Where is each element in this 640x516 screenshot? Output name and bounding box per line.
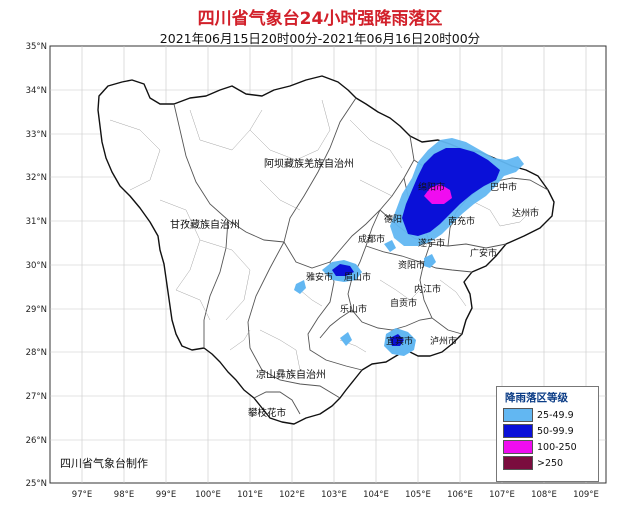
legend: 降雨落区等级 25-49.9 50-99.9 100-250 >250 <box>496 386 599 482</box>
legend-label: 100-250 <box>537 441 577 453</box>
legend-swatch <box>503 456 533 470</box>
lon-tick: 99°E <box>156 490 176 500</box>
lat-tick: 35°N <box>26 42 47 52</box>
rain-area-25-49.9 <box>340 332 352 346</box>
label-panzhihua: 攀枝花市 <box>248 407 287 419</box>
legend-item: 50-99.9 <box>497 423 598 439</box>
lon-tick: 101°E <box>237 490 263 500</box>
rain-area-25-49.9 <box>294 280 306 294</box>
map-subtitle: 2021年06月15日20时00分-2021年06月16日20时00分 <box>159 31 481 46</box>
label-yibin: 宜宾市 <box>386 335 413 347</box>
legend-item: 25-49.9 <box>497 407 598 423</box>
rainfall-areas <box>294 138 524 356</box>
lat-tick: 31°N <box>26 217 47 227</box>
lon-tick: 103°E <box>321 490 347 500</box>
label-suining: 遂宁市 <box>418 237 445 249</box>
label-zigong: 自贡市 <box>390 297 417 309</box>
rain-area-50-99.9 <box>402 148 500 236</box>
rain-area-100-250 <box>424 184 452 204</box>
lon-tick: 108°E <box>531 490 557 500</box>
legend-item: 100-250 <box>497 439 598 455</box>
label-nanchong: 南充市 <box>448 215 475 227</box>
lon-tick: 107°E <box>489 490 515 500</box>
legend-swatch <box>503 408 533 422</box>
label-yaan: 雅安市 <box>306 271 333 283</box>
label-guangan: 广安市 <box>470 247 497 259</box>
lon-tick: 104°E <box>363 490 389 500</box>
lon-tick: 102°E <box>279 490 305 500</box>
rain-area-25-49.9 <box>384 240 396 252</box>
legend-label: 50-99.9 <box>537 425 574 437</box>
lat-tick: 32°N <box>26 173 47 183</box>
producer-label: 四川省气象台制作 <box>60 457 148 470</box>
label-dazhou: 达州市 <box>512 207 539 219</box>
legend-swatch <box>503 440 533 454</box>
lon-tick-labels: 97°E 98°E 99°E 100°E 101°E 102°E 103°E 1… <box>72 490 599 500</box>
lon-tick: 105°E <box>405 490 431 500</box>
label-deyang: 德阳 <box>384 213 402 225</box>
lat-tick: 26°N <box>26 436 47 446</box>
label-bazhong: 巴中市 <box>490 181 517 193</box>
label-chengdu: 成都市 <box>358 233 385 245</box>
lon-tick: 97°E <box>72 490 92 500</box>
lon-tick: 106°E <box>447 490 473 500</box>
label-leshan: 乐山市 <box>340 303 367 315</box>
lat-tick: 25°N <box>26 479 47 489</box>
lat-tick: 27°N <box>26 392 47 402</box>
legend-label: >250 <box>537 457 564 469</box>
lon-tick: 98°E <box>114 490 134 500</box>
label-luzhou: 泸州市 <box>430 335 457 347</box>
lon-tick: 109°E <box>573 490 599 500</box>
lat-tick: 30°N <box>26 261 47 271</box>
label-liangshan: 凉山彝族自治州 <box>256 368 326 381</box>
lat-tick-labels: 35°N 34°N 33°N 32°N 31°N 30°N 29°N 28°N … <box>26 42 47 489</box>
lon-tick: 100°E <box>195 490 221 500</box>
map-title: 四川省气象台24小时强降雨落区 <box>197 9 443 29</box>
rain-area-25-49.9 <box>424 254 436 268</box>
lat-tick: 28°N <box>26 348 47 358</box>
rain-area-50-99.9 <box>390 334 404 346</box>
region-labels: 阿坝藏族羌族自治州 甘孜藏族自治州 凉山彝族自治州 攀枝花市 绵阳市 巴中市 南… <box>170 157 539 419</box>
label-neijiang: 内江市 <box>414 283 441 295</box>
lat-tick: 33°N <box>26 130 47 140</box>
legend-label: 25-49.9 <box>537 409 574 421</box>
legend-item: >250 <box>497 455 598 471</box>
rain-area-50-99.9 <box>332 264 354 276</box>
label-mianyang: 绵阳市 <box>418 181 445 193</box>
lat-tick: 34°N <box>26 86 47 96</box>
label-aba: 阿坝藏族羌族自治州 <box>264 157 354 170</box>
label-meishan: 眉山市 <box>344 271 371 283</box>
label-ganzi: 甘孜藏族自治州 <box>170 218 240 231</box>
lat-tick: 29°N <box>26 305 47 315</box>
legend-title: 降雨落区等级 <box>505 392 568 404</box>
label-ziyang: 资阳市 <box>398 259 425 271</box>
legend-swatch <box>503 424 533 438</box>
